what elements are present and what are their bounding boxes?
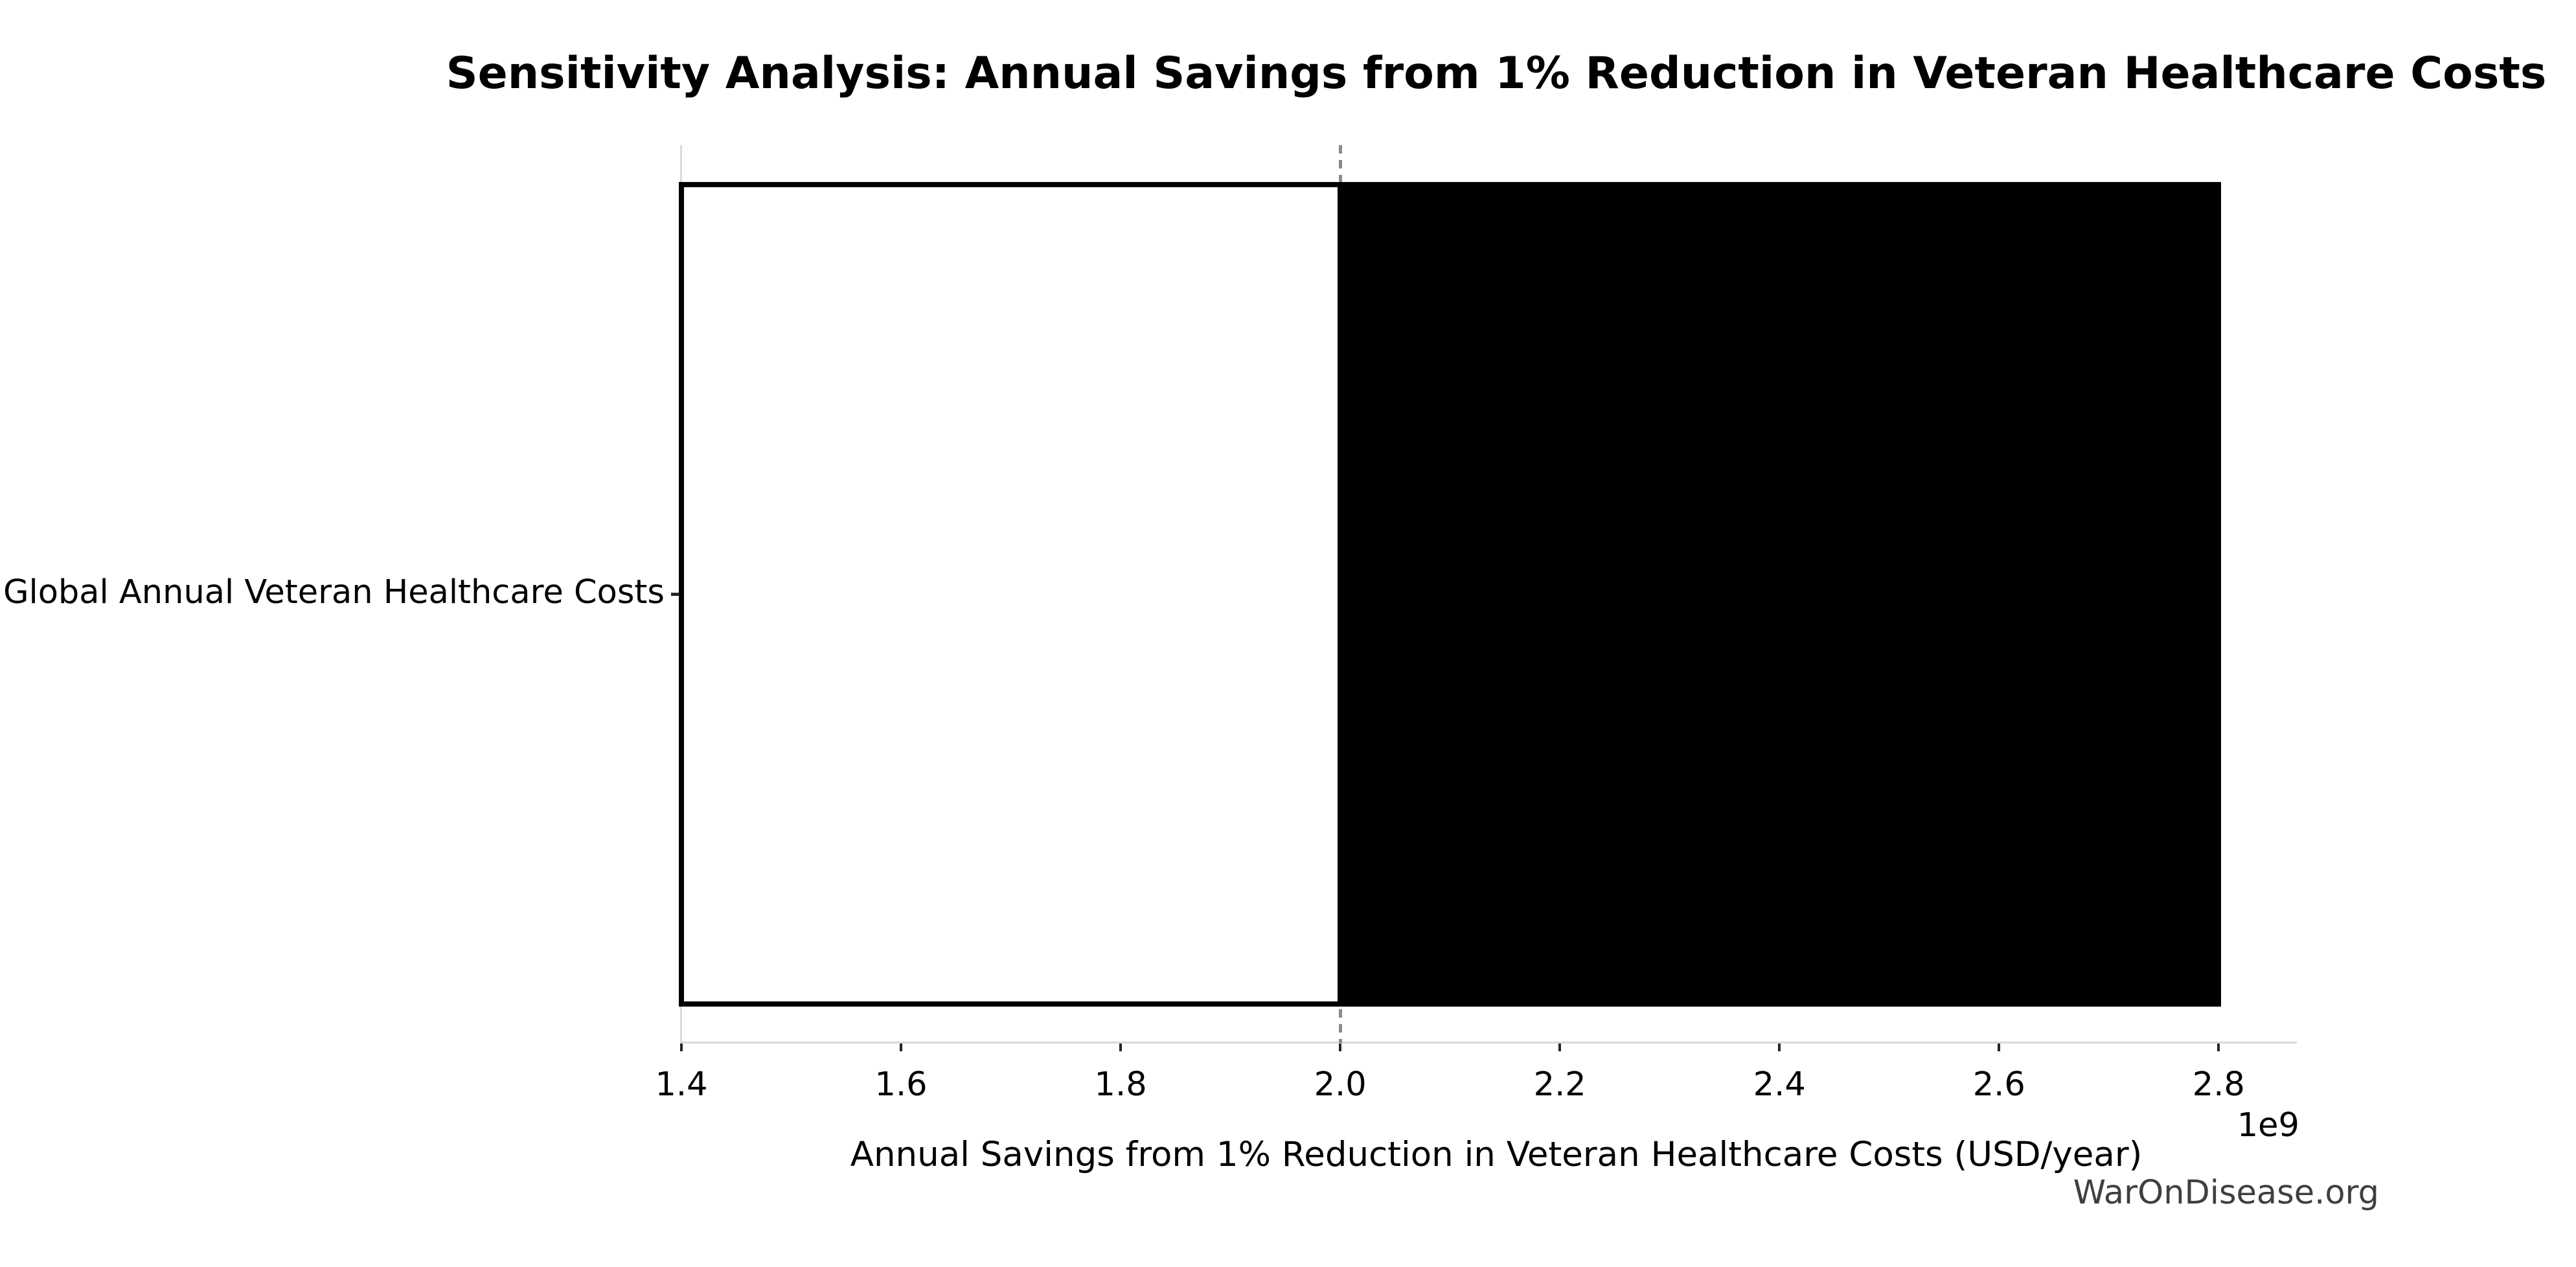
- y-category-label: Global Annual Veteran Healthcare Costs: [3, 573, 665, 611]
- y-tick-mark: [671, 593, 681, 596]
- x-tick-label: 2.0: [1314, 1066, 1367, 1104]
- x-tick-mark: [1778, 1044, 1781, 1051]
- x-tick-mark: [1558, 1044, 1562, 1051]
- x-axis-scale-offset-label: 1e9: [2237, 1106, 2299, 1145]
- x-axis-label: Annual Savings from 1% Reduction in Vete…: [850, 1135, 2143, 1174]
- x-tick-mark: [680, 1044, 683, 1051]
- x-tick-label: 1.6: [874, 1066, 928, 1104]
- x-tick-mark: [900, 1044, 903, 1051]
- x-tick-label: 2.8: [2192, 1066, 2245, 1104]
- x-tick-label: 2.4: [1753, 1066, 1806, 1104]
- watermark-text: WarOnDisease.org: [2073, 1174, 2379, 1212]
- x-axis-line: [680, 1042, 2297, 1044]
- chart-title: Sensitivity Analysis: Annual Savings fro…: [446, 48, 2547, 99]
- x-tick-label: 1.8: [1094, 1066, 1147, 1104]
- x-tick-label: 2.6: [1972, 1066, 2025, 1104]
- x-tick-mark: [1119, 1044, 1123, 1051]
- x-tick-label: 2.2: [1533, 1066, 1586, 1104]
- x-tick-mark: [1998, 1044, 2001, 1051]
- x-tick-label: 1.4: [655, 1066, 708, 1104]
- bar-low-segment: [679, 182, 1343, 1007]
- x-tick-mark: [1339, 1044, 1342, 1051]
- x-tick-mark: [2217, 1044, 2220, 1051]
- bar-high-segment: [1338, 182, 2222, 1007]
